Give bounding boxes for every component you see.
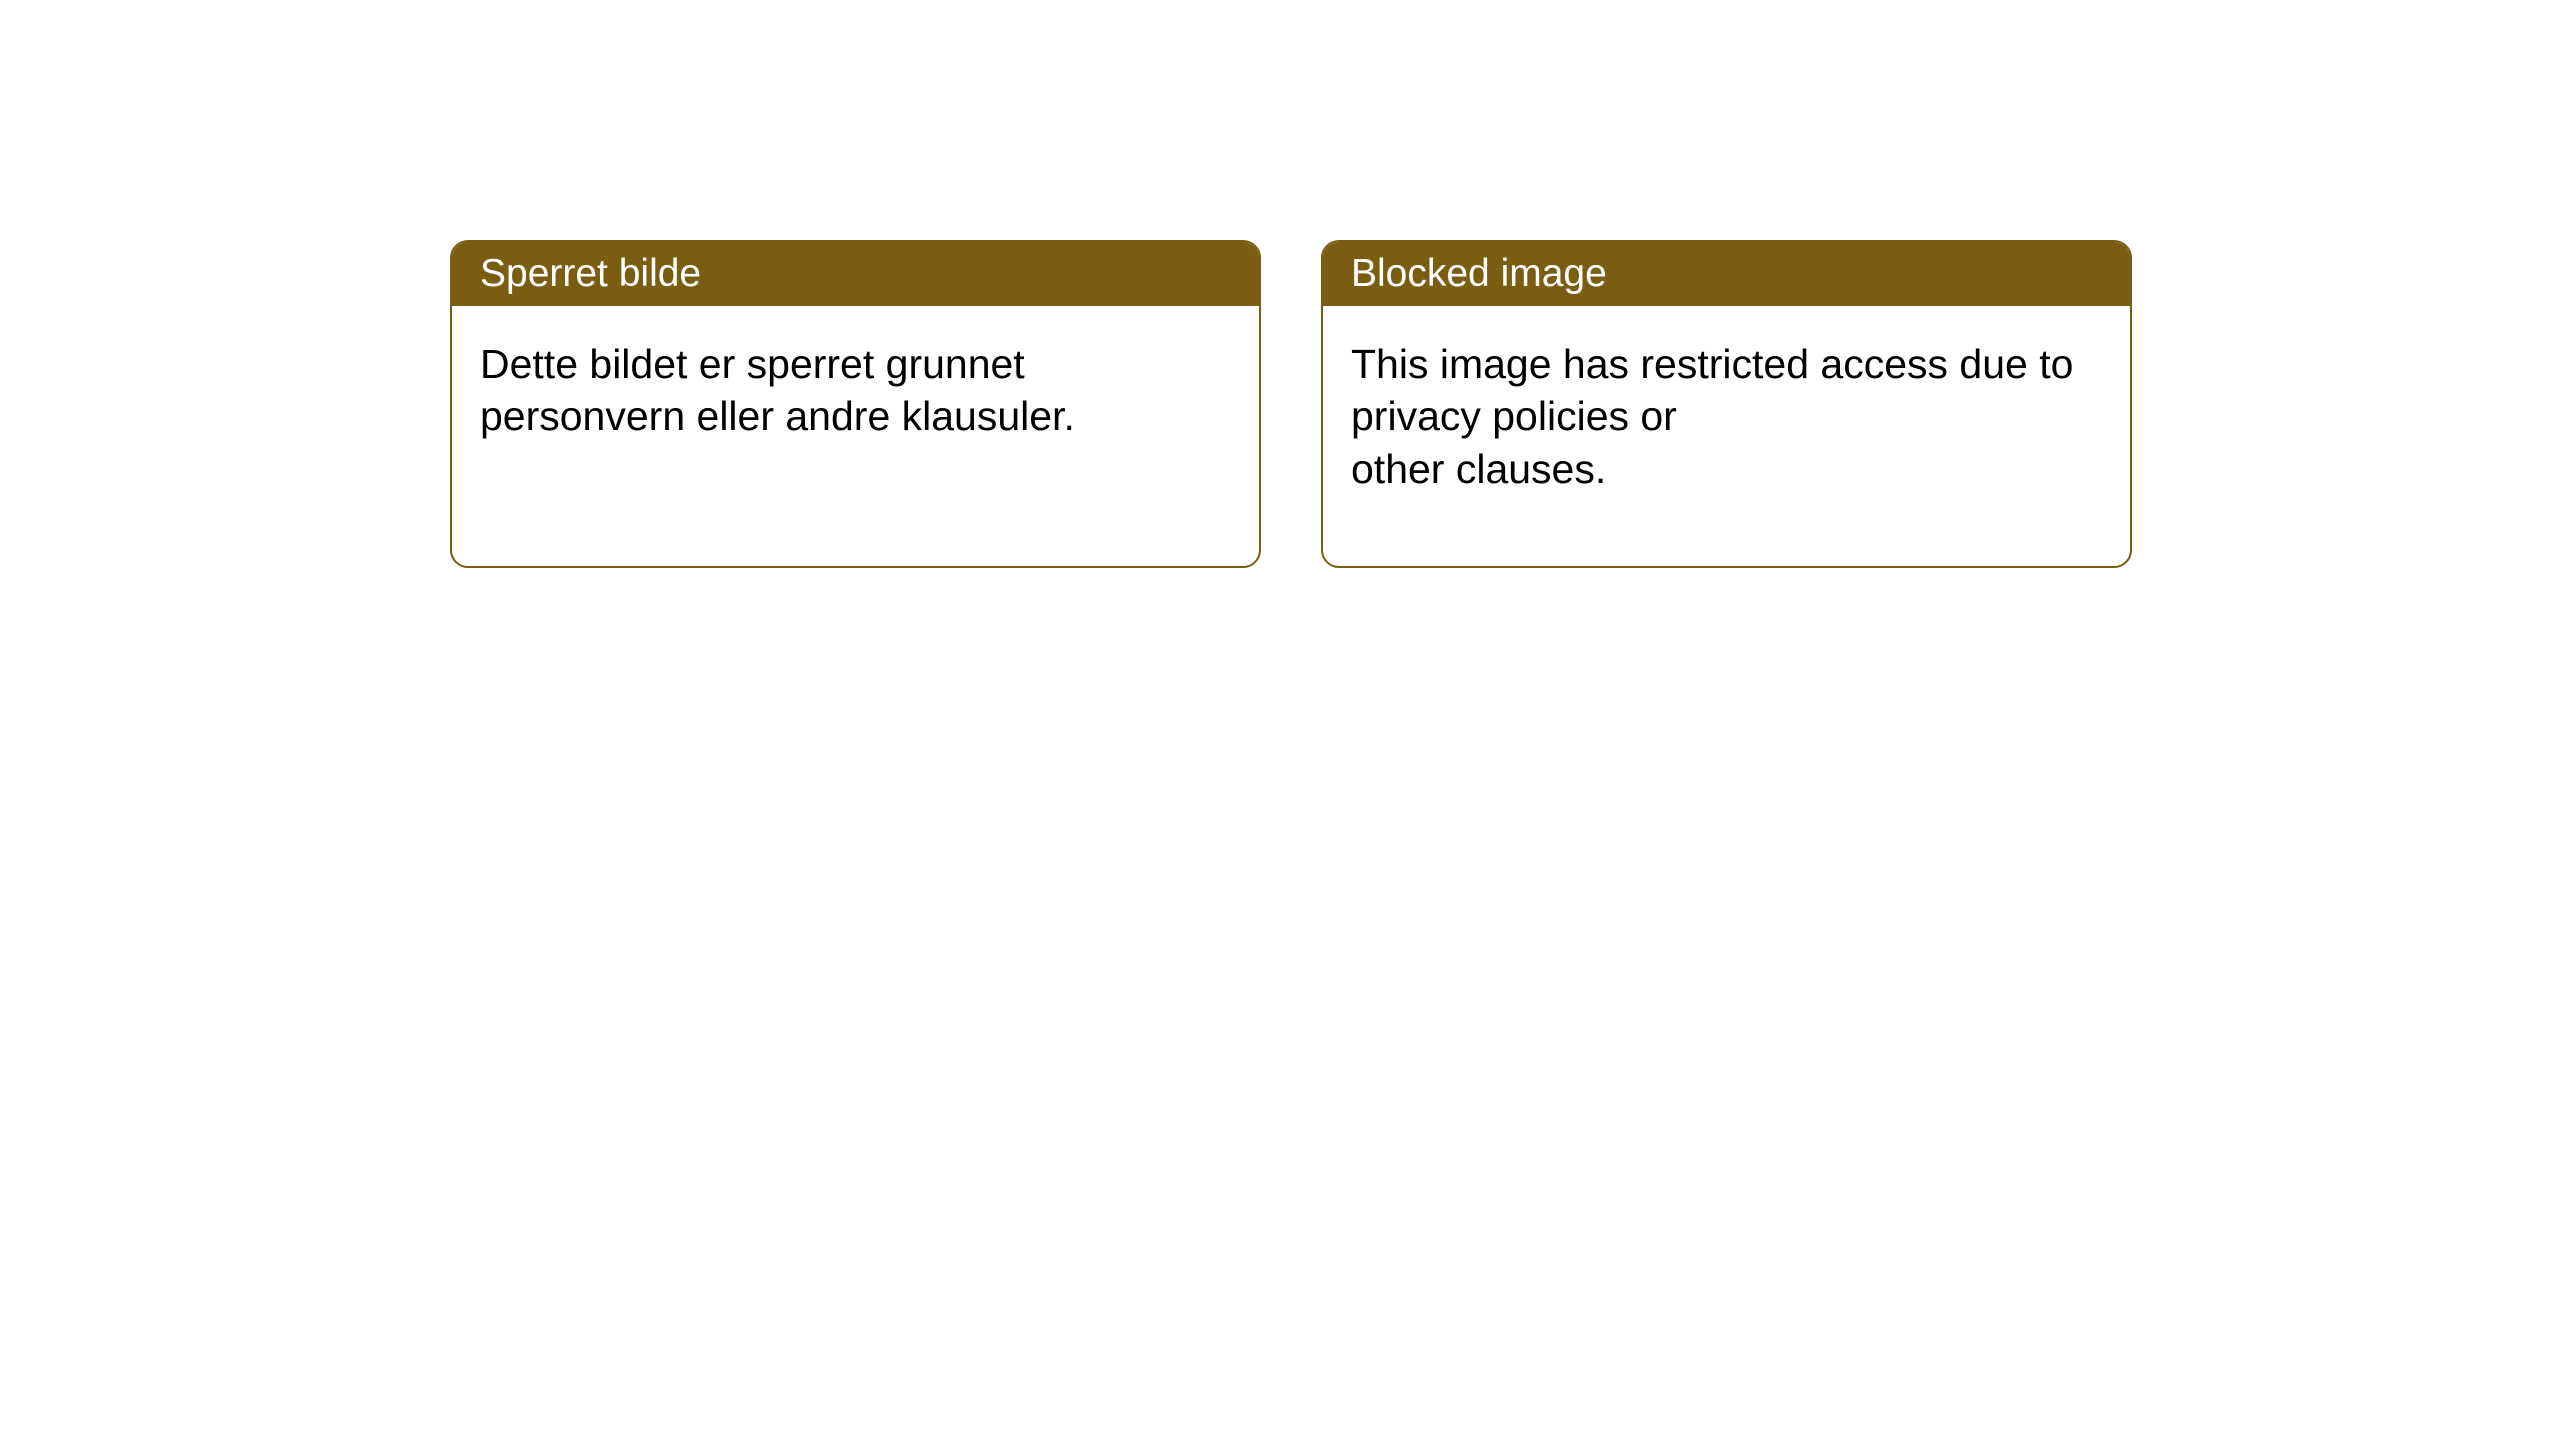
notice-header-no: Sperret bilde [452, 242, 1259, 306]
notice-body-no: Dette bildet er sperret grunnet personve… [452, 306, 1259, 566]
notice-card-en: Blocked image This image has restricted … [1321, 240, 2132, 568]
notice-header-en: Blocked image [1323, 242, 2130, 306]
notice-container: Sperret bilde Dette bildet er sperret gr… [450, 240, 2132, 568]
notice-card-no: Sperret bilde Dette bildet er sperret gr… [450, 240, 1261, 568]
notice-body-en: This image has restricted access due to … [1323, 306, 2130, 566]
